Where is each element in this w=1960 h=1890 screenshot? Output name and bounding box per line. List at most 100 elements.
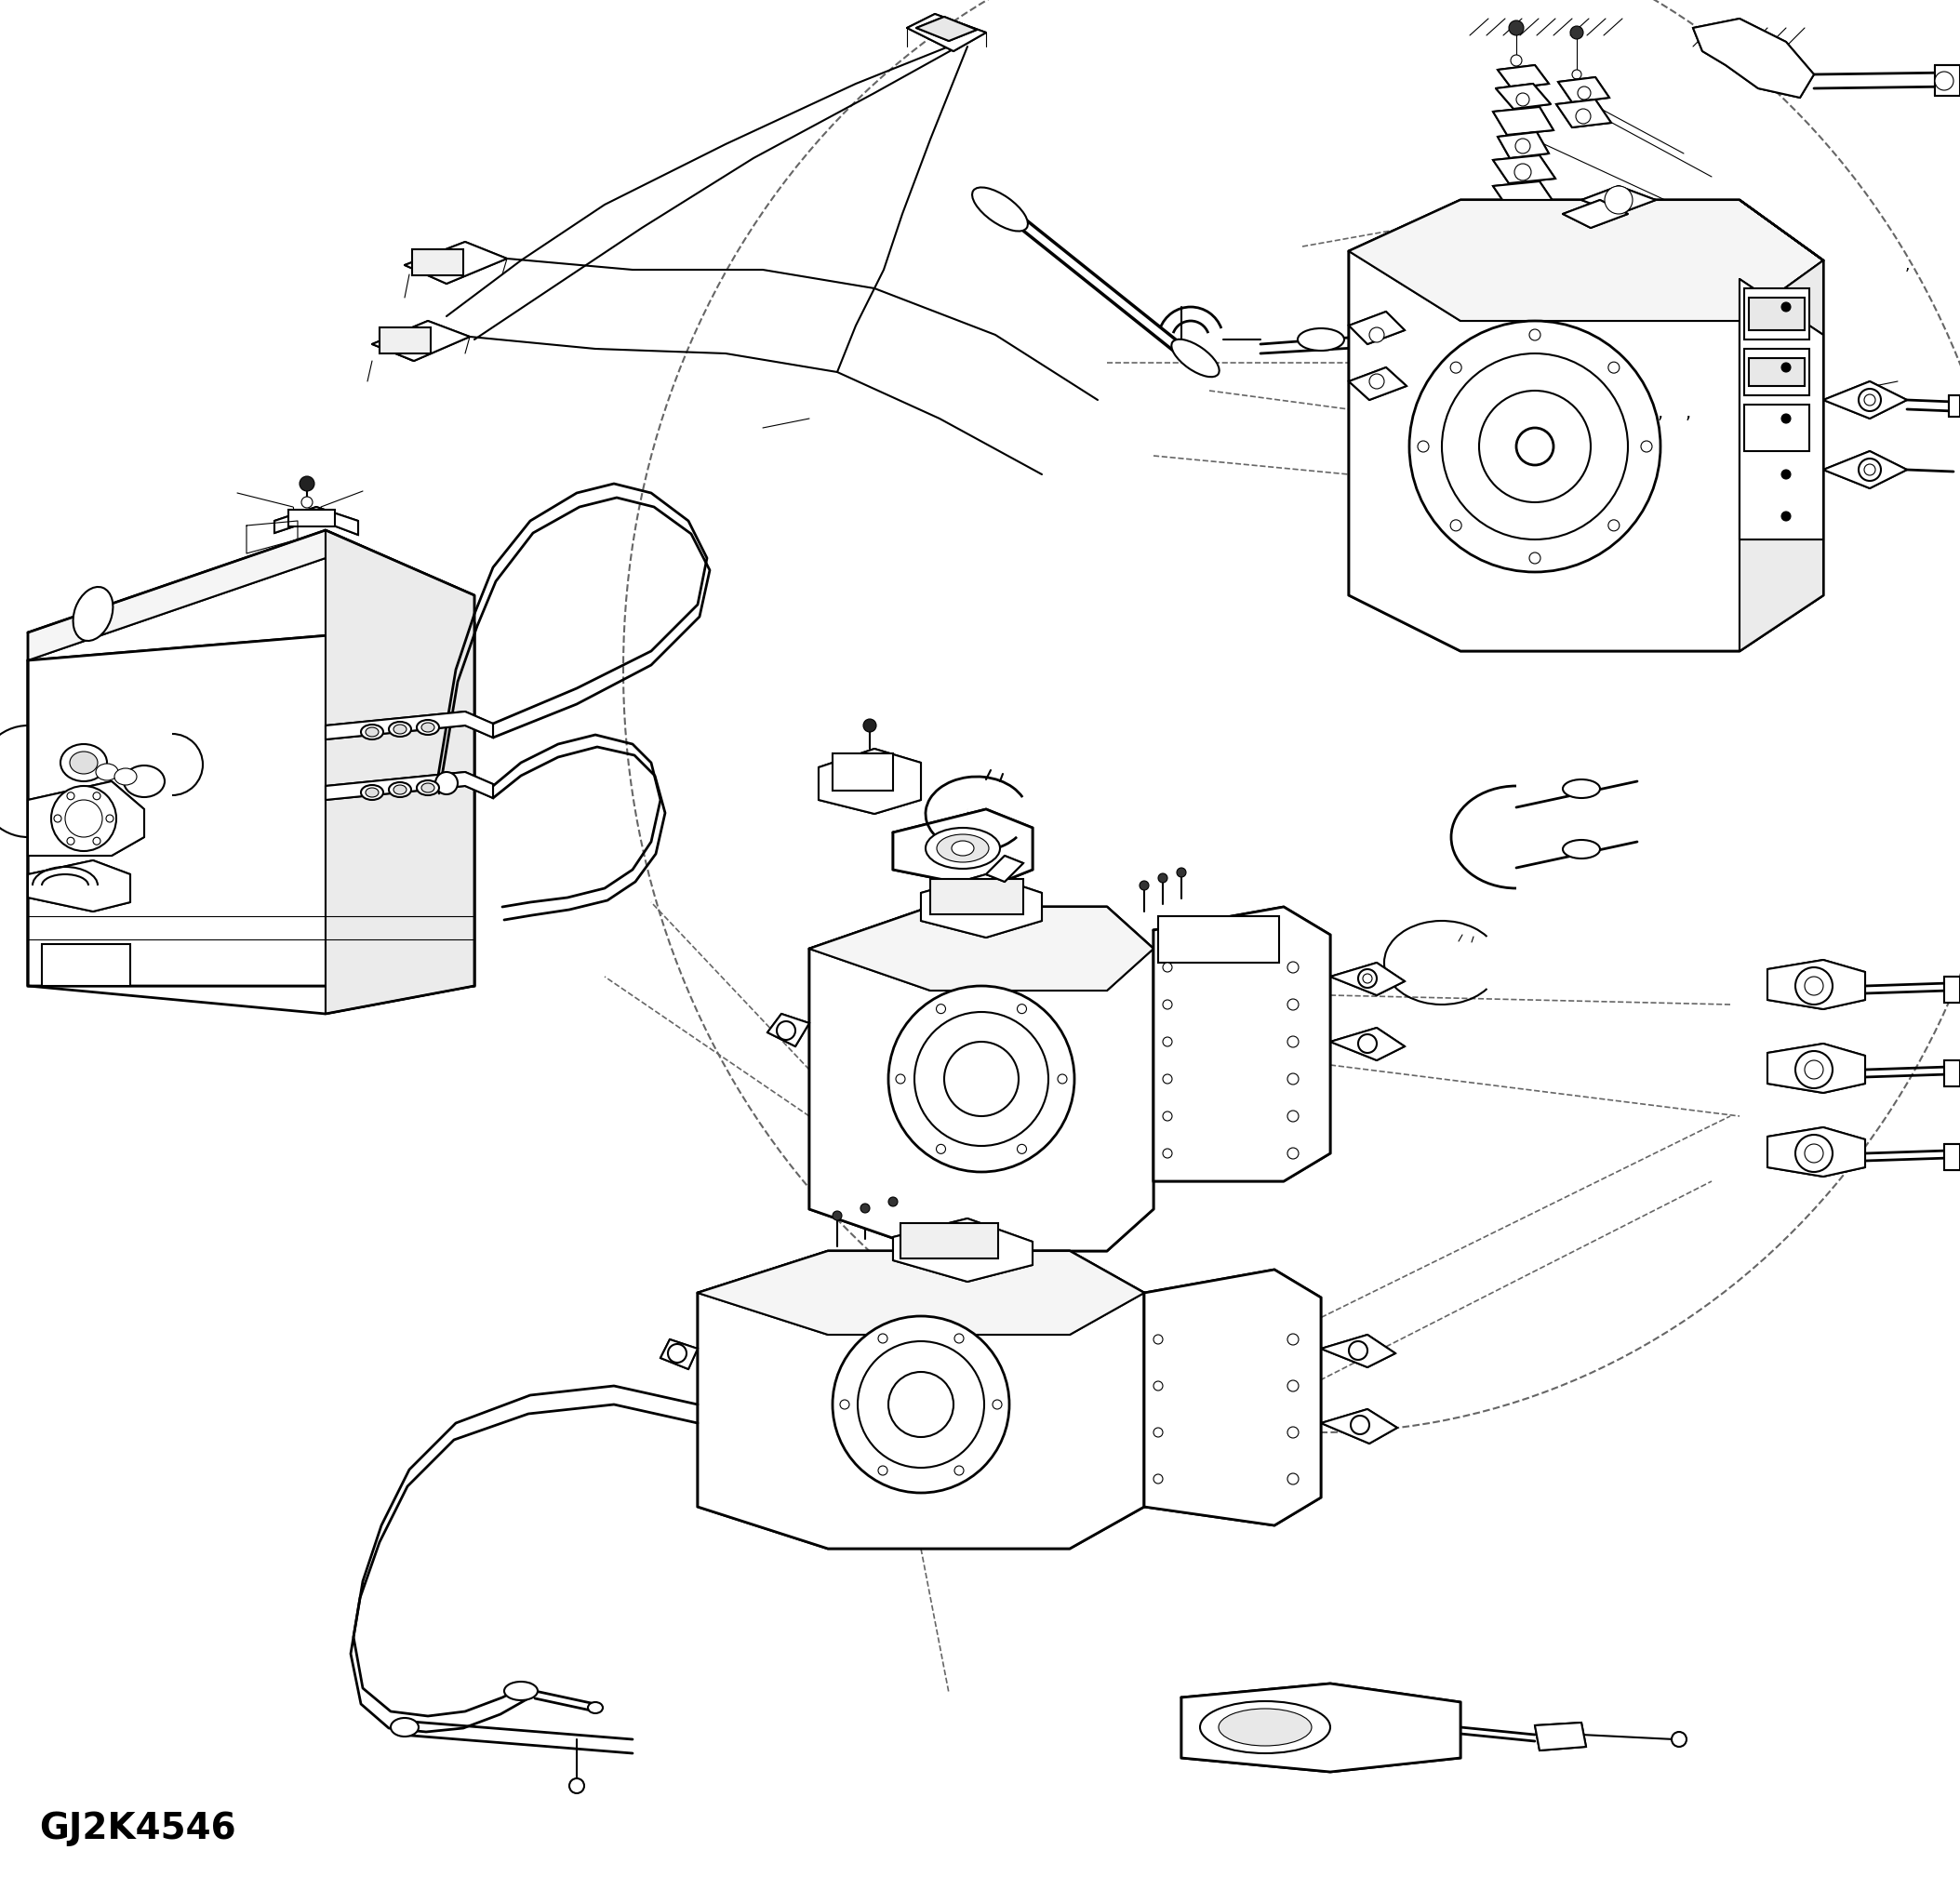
Ellipse shape	[394, 784, 406, 794]
Polygon shape	[404, 242, 508, 284]
Circle shape	[1017, 1143, 1027, 1153]
Circle shape	[1288, 1000, 1299, 1009]
Circle shape	[55, 815, 61, 822]
Circle shape	[1864, 395, 1876, 406]
Polygon shape	[1331, 962, 1405, 996]
Polygon shape	[698, 1251, 1145, 1334]
Circle shape	[888, 1372, 953, 1436]
Circle shape	[1529, 329, 1541, 340]
Polygon shape	[1740, 280, 1823, 539]
Polygon shape	[1494, 155, 1556, 183]
Circle shape	[955, 1334, 964, 1344]
Circle shape	[1162, 1149, 1172, 1159]
Circle shape	[1162, 1111, 1172, 1121]
Polygon shape	[915, 17, 976, 42]
Circle shape	[1782, 471, 1791, 478]
Polygon shape	[1768, 960, 1866, 1009]
Bar	[1744, 289, 1809, 340]
Polygon shape	[1497, 132, 1548, 159]
Polygon shape	[274, 507, 359, 535]
Polygon shape	[1944, 977, 1960, 1004]
Circle shape	[1515, 138, 1531, 153]
Circle shape	[1350, 1416, 1370, 1435]
Circle shape	[1158, 873, 1168, 883]
Circle shape	[1370, 327, 1384, 342]
Circle shape	[1370, 374, 1384, 389]
Circle shape	[1288, 1334, 1299, 1346]
Ellipse shape	[504, 1682, 537, 1701]
Bar	[1748, 357, 1805, 386]
Circle shape	[1515, 164, 1531, 180]
Circle shape	[1805, 1143, 1823, 1162]
Polygon shape	[1321, 1334, 1396, 1366]
Circle shape	[1288, 1147, 1299, 1159]
Circle shape	[67, 792, 74, 799]
Circle shape	[1605, 185, 1633, 214]
Polygon shape	[1944, 1143, 1960, 1170]
Bar	[900, 1223, 998, 1259]
Circle shape	[945, 1041, 1019, 1117]
Circle shape	[1609, 363, 1619, 372]
Ellipse shape	[123, 765, 165, 798]
Circle shape	[1795, 1134, 1833, 1172]
Circle shape	[1450, 363, 1462, 372]
Polygon shape	[1321, 1410, 1397, 1444]
Polygon shape	[698, 1251, 1145, 1548]
Circle shape	[1358, 1034, 1376, 1053]
Ellipse shape	[73, 588, 114, 641]
Polygon shape	[809, 907, 1154, 1251]
Circle shape	[1609, 520, 1619, 531]
Circle shape	[1805, 977, 1823, 996]
Polygon shape	[819, 748, 921, 815]
Bar	[288, 510, 335, 527]
Circle shape	[1154, 1474, 1162, 1484]
Circle shape	[1417, 440, 1429, 452]
Circle shape	[1570, 26, 1584, 40]
Polygon shape	[661, 1340, 698, 1368]
Circle shape	[1409, 321, 1660, 573]
Ellipse shape	[394, 724, 406, 733]
Polygon shape	[809, 907, 1154, 990]
Circle shape	[1782, 363, 1791, 372]
Circle shape	[1139, 881, 1149, 890]
Polygon shape	[27, 531, 474, 660]
Circle shape	[776, 1021, 796, 1040]
Circle shape	[1805, 1060, 1823, 1079]
Ellipse shape	[421, 722, 435, 731]
Ellipse shape	[114, 767, 137, 784]
Ellipse shape	[953, 841, 974, 856]
Circle shape	[1288, 1427, 1299, 1438]
Circle shape	[300, 476, 314, 491]
Polygon shape	[1823, 382, 1907, 418]
Circle shape	[1450, 520, 1462, 531]
Circle shape	[1858, 389, 1882, 412]
Polygon shape	[768, 1013, 809, 1047]
Circle shape	[1864, 465, 1876, 474]
Circle shape	[1672, 1731, 1686, 1746]
Polygon shape	[894, 1219, 1033, 1281]
Circle shape	[1288, 1380, 1299, 1391]
Circle shape	[1288, 1074, 1299, 1085]
Circle shape	[937, 1143, 945, 1153]
Ellipse shape	[1298, 329, 1345, 352]
Ellipse shape	[361, 784, 384, 799]
Polygon shape	[325, 711, 494, 739]
Circle shape	[1162, 962, 1172, 971]
Circle shape	[1572, 70, 1582, 79]
Ellipse shape	[388, 722, 412, 737]
Polygon shape	[1154, 907, 1331, 1181]
Polygon shape	[1768, 1043, 1866, 1092]
Polygon shape	[1948, 395, 1960, 416]
Circle shape	[1288, 1036, 1299, 1047]
Polygon shape	[894, 809, 1033, 888]
Circle shape	[1480, 391, 1592, 503]
Circle shape	[937, 1004, 945, 1013]
Circle shape	[1782, 512, 1791, 522]
Polygon shape	[1556, 100, 1611, 127]
Bar	[833, 754, 894, 790]
Circle shape	[1162, 1074, 1172, 1083]
Circle shape	[668, 1344, 686, 1363]
Polygon shape	[372, 321, 470, 361]
Polygon shape	[1348, 312, 1405, 344]
Circle shape	[106, 815, 114, 822]
